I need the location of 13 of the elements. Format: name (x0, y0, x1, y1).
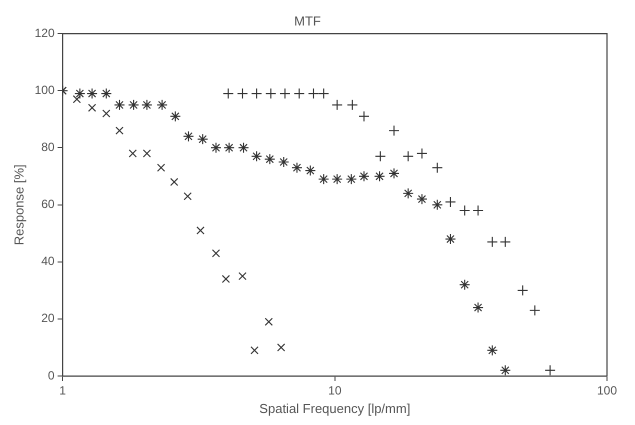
y-tick-label: 80 (41, 140, 55, 154)
x-tick-label: 100 (596, 384, 618, 398)
y-tick-label: 0 (48, 368, 55, 382)
y-tick-label: 100 (34, 82, 55, 97)
y-tick-label: 120 (34, 26, 55, 40)
chart-title: MTF (294, 13, 321, 28)
y-tick-label: 20 (41, 311, 55, 326)
y-axis-title: Response [%] (11, 164, 26, 246)
y-tick-label: 40 (41, 254, 55, 268)
x-tick-label: 10 (328, 384, 342, 398)
x-tick-label: 1 (59, 384, 66, 398)
x-axis-title: Spatial Frequency [lp/mm] (259, 400, 410, 416)
y-tick-label: 60 (41, 197, 55, 212)
